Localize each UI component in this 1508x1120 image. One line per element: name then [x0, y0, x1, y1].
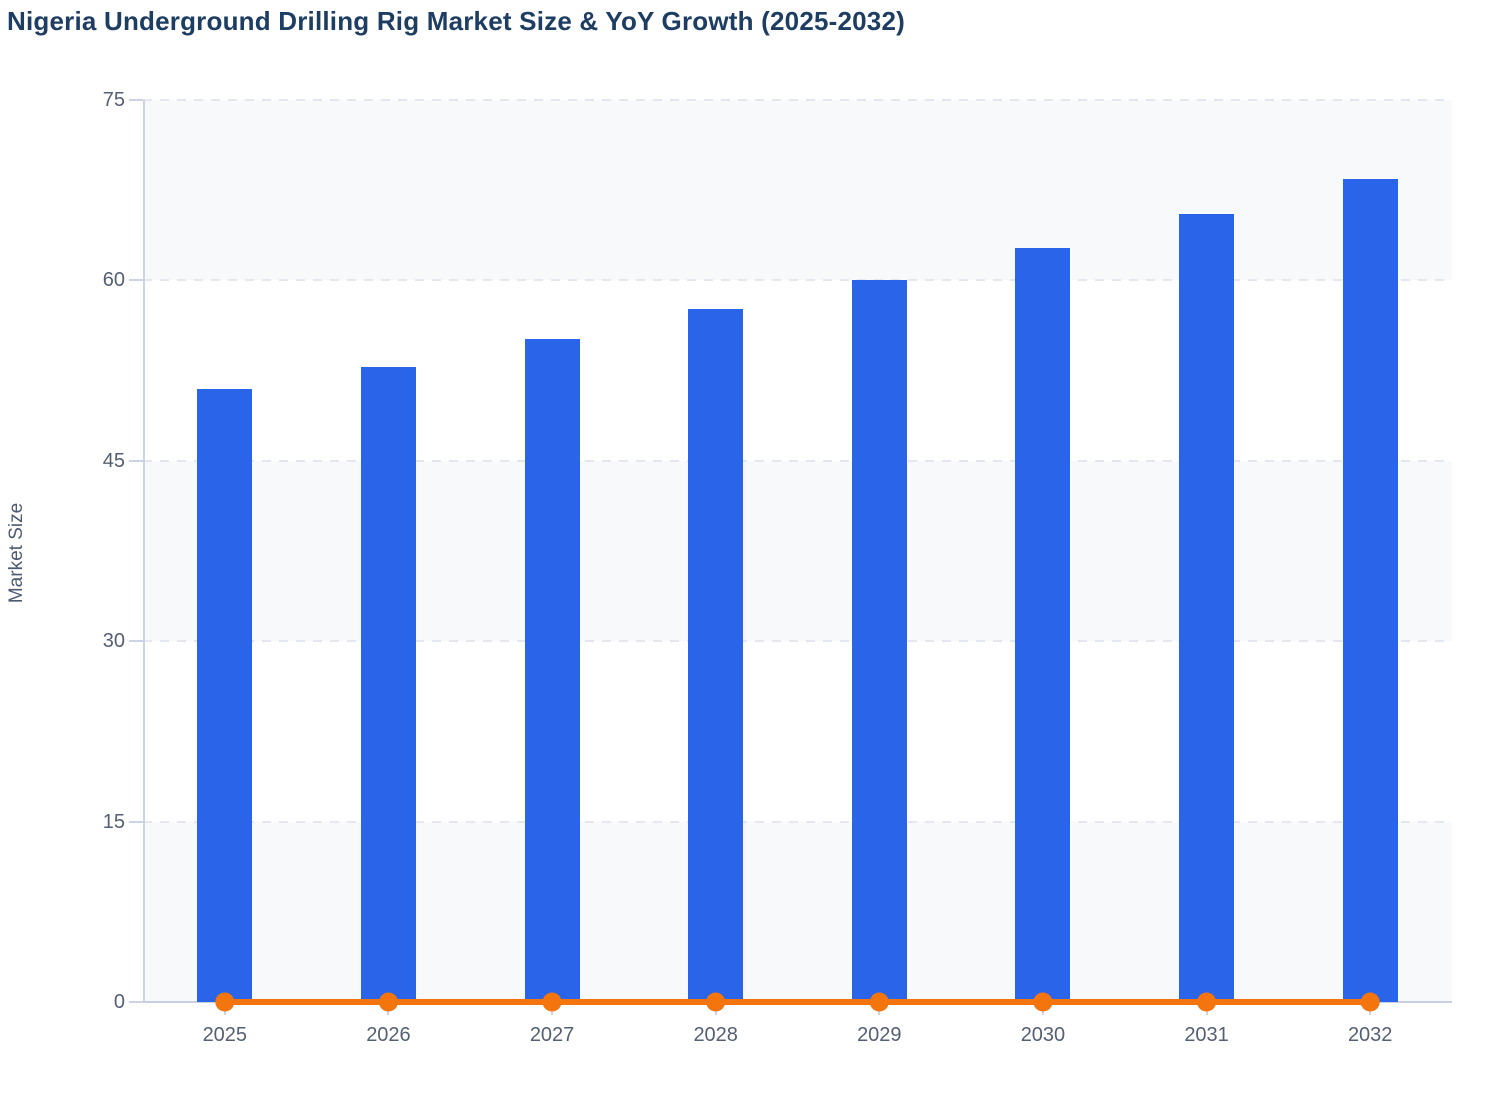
y-tick-label: 60: [102, 269, 125, 292]
y-tick-label: 15: [102, 810, 125, 833]
y-tick: [129, 459, 143, 462]
chart-title: Nigeria Underground Drilling Rig Market …: [7, 6, 905, 36]
x-tick-label: 2027: [529, 1024, 575, 1046]
bar-2031[interactable]: [1179, 214, 1235, 1002]
bar-2032[interactable]: [1342, 179, 1398, 1002]
bar-2025[interactable]: [197, 388, 253, 1002]
yoy-growth-point-2032[interactable]: [1360, 992, 1380, 1012]
y-axis-line: [143, 100, 145, 1002]
yoy-growth-point-2025[interactable]: [215, 992, 235, 1012]
yoy-growth-point-2026[interactable]: [378, 992, 398, 1012]
yoy-growth-point-2028[interactable]: [706, 992, 726, 1012]
x-tick-label: 2031: [1184, 1024, 1229, 1046]
y-tick-label: 45: [102, 449, 125, 472]
yoy-growth-point-2029[interactable]: [869, 992, 889, 1012]
bar-2030[interactable]: [1015, 247, 1071, 1002]
y-tick: [129, 99, 143, 101]
x-tick-label: 2028: [693, 1024, 738, 1046]
y-tick-label: 30: [102, 630, 125, 653]
y-tick-label: 75: [102, 89, 125, 111]
x-tick-label: 2026: [366, 1024, 411, 1046]
x-tick-label: 2032: [1347, 1024, 1393, 1046]
yoy-growth-point-2027[interactable]: [542, 992, 562, 1012]
yoy-growth-point-2030[interactable]: [1033, 992, 1053, 1012]
y-tick-label: 0: [113, 991, 125, 1013]
bar-2027[interactable]: [524, 339, 580, 1002]
gridline: [143, 640, 1452, 643]
x-tick-label: 2025: [202, 1024, 248, 1046]
bar-2026[interactable]: [360, 366, 416, 1002]
bar-2029[interactable]: [851, 280, 907, 1002]
y-tick: [129, 640, 143, 643]
gridline: [143, 279, 1452, 282]
x-tick-label: 2030: [1020, 1024, 1066, 1046]
y-tick: [129, 1001, 143, 1003]
gridline: [143, 459, 1452, 462]
y-tick: [129, 820, 143, 823]
y-tick: [129, 279, 143, 282]
gridline: [143, 99, 1452, 101]
gridline: [143, 820, 1452, 823]
bar-2028[interactable]: [688, 309, 744, 1002]
yoy-growth-point-2031[interactable]: [1197, 992, 1217, 1012]
x-tick-label: 2029: [857, 1024, 902, 1046]
